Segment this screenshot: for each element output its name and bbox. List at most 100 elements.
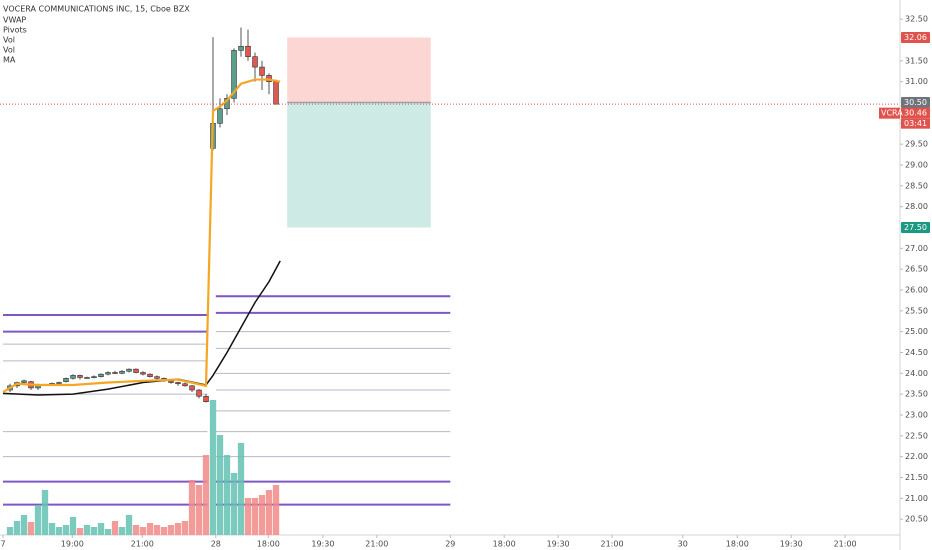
x-tick-label: 18:00	[257, 540, 280, 549]
legend: VOCERA COMMUNICATIONS INC, 15, Cboe BZX …	[3, 5, 190, 65]
volume-bar	[209, 400, 217, 535]
candle-body	[147, 373, 153, 377]
indicator-label: VWAP	[3, 16, 26, 25]
x-tick-label: 21:00	[365, 540, 388, 549]
indicator-label: MA	[3, 56, 16, 65]
target-price-badge-bg	[901, 222, 930, 233]
candle-body	[154, 376, 160, 379]
x-tick-label: 18:00	[726, 540, 749, 549]
volume-bar	[111, 521, 119, 535]
volume-bar	[41, 490, 49, 535]
candle-body	[119, 370, 125, 374]
x-tick-label: 21:00	[600, 540, 623, 549]
y-tick-label: 29.50	[905, 140, 928, 149]
candle-body	[98, 373, 104, 377]
candle-body	[77, 375, 83, 378]
x-tick-label: 28	[211, 540, 221, 549]
x-tick-label: 30	[678, 540, 688, 549]
target-price-badge: 27.50	[904, 223, 927, 232]
volume-bar	[195, 485, 203, 535]
candle-body	[175, 382, 181, 385]
x-tick-label: 19:00	[61, 540, 84, 549]
volume-bar	[55, 527, 63, 535]
candle-body	[140, 372, 146, 375]
candle-body	[259, 66, 265, 76]
x-tick-label: 19:30	[311, 540, 334, 549]
volume-bar	[13, 521, 21, 535]
vwap-line	[2, 78, 281, 394]
x-tick-label: 21:00	[834, 540, 857, 549]
candle-body	[63, 378, 69, 382]
candle-body	[273, 81, 279, 105]
volume-bar	[265, 490, 273, 535]
x-tick-label: 19:30	[780, 540, 803, 549]
candle-body	[105, 372, 111, 375]
stop-price-badge: 32.06	[904, 33, 927, 42]
candle-body	[252, 56, 258, 68]
symbol-badge-bg	[879, 107, 900, 119]
candle-body	[238, 45, 244, 51]
candle-body	[84, 377, 90, 379]
volume-bar	[139, 527, 147, 535]
volume-bar	[237, 443, 245, 535]
candle-body	[189, 385, 195, 391]
indicator-label: Vol	[3, 36, 15, 45]
y-tick-label: 31.00	[905, 77, 928, 86]
y-tick-label: 25.50	[905, 306, 928, 315]
volume-bar	[258, 495, 266, 535]
candle-body	[70, 375, 76, 379]
position-loss-zone	[287, 37, 431, 103]
y-tick-label: 22.00	[905, 452, 928, 461]
symbol-badge: VCRA	[881, 109, 903, 118]
volume-bar	[223, 455, 231, 535]
candle-body	[196, 389, 202, 397]
candle-body	[21, 380, 27, 383]
volume-bar	[181, 521, 189, 535]
volume-bar	[251, 498, 259, 535]
volume-bar	[104, 529, 112, 535]
volume-bar	[90, 527, 98, 535]
indicator-label: Vol	[3, 46, 15, 55]
volume-bar	[27, 522, 35, 535]
countdown-badge-bg	[901, 118, 930, 129]
volume-bar	[167, 525, 175, 535]
symbol-title: VOCERA COMMUNICATIONS INC, 15, Cboe BZX	[3, 5, 190, 14]
x-tick-label: 21:00	[131, 540, 154, 549]
x-tick-label: 18:00	[493, 540, 516, 549]
volume-bar	[20, 515, 28, 535]
candle-body	[133, 368, 139, 373]
y-tick-label: 28.50	[905, 181, 928, 190]
volume-bar	[132, 525, 140, 535]
y-tick-label: 31.50	[905, 56, 928, 65]
volume-bar	[146, 523, 154, 535]
volume-bar	[83, 525, 91, 535]
volume-bar	[202, 455, 210, 535]
y-tick-label: 27.00	[905, 244, 928, 253]
y-tick-label: 23.00	[905, 411, 928, 420]
y-tick-label: 29.00	[905, 161, 928, 170]
y-tick-label: 24.50	[905, 348, 928, 357]
candle-body	[231, 50, 237, 99]
volume-bar	[69, 517, 77, 535]
y-tick-label: 32.50	[905, 15, 928, 24]
volume-bar	[76, 528, 84, 535]
last-price-badge-bg	[901, 107, 930, 119]
volume-bar	[34, 505, 42, 535]
x-tick-label: 29	[445, 540, 455, 549]
y-tick-label: 26.00	[905, 286, 928, 295]
volume-bar	[125, 515, 133, 535]
countdown-badge: 03:41	[904, 119, 927, 128]
y-tick-label: 26.50	[905, 265, 928, 274]
candle-body	[126, 368, 132, 372]
x-tick-label: 7	[0, 540, 5, 549]
volume-bar	[62, 525, 70, 535]
y-tick-label: 24.00	[905, 369, 928, 378]
candle-body	[56, 382, 62, 384]
volume-bar	[97, 523, 105, 535]
x-tick-label: 19:30	[547, 540, 570, 549]
position-profit-zone	[287, 102, 431, 228]
y-tick-label: 20.50	[905, 515, 928, 524]
entry-price-badge-bg	[901, 97, 930, 108]
candle-body	[245, 45, 251, 57]
